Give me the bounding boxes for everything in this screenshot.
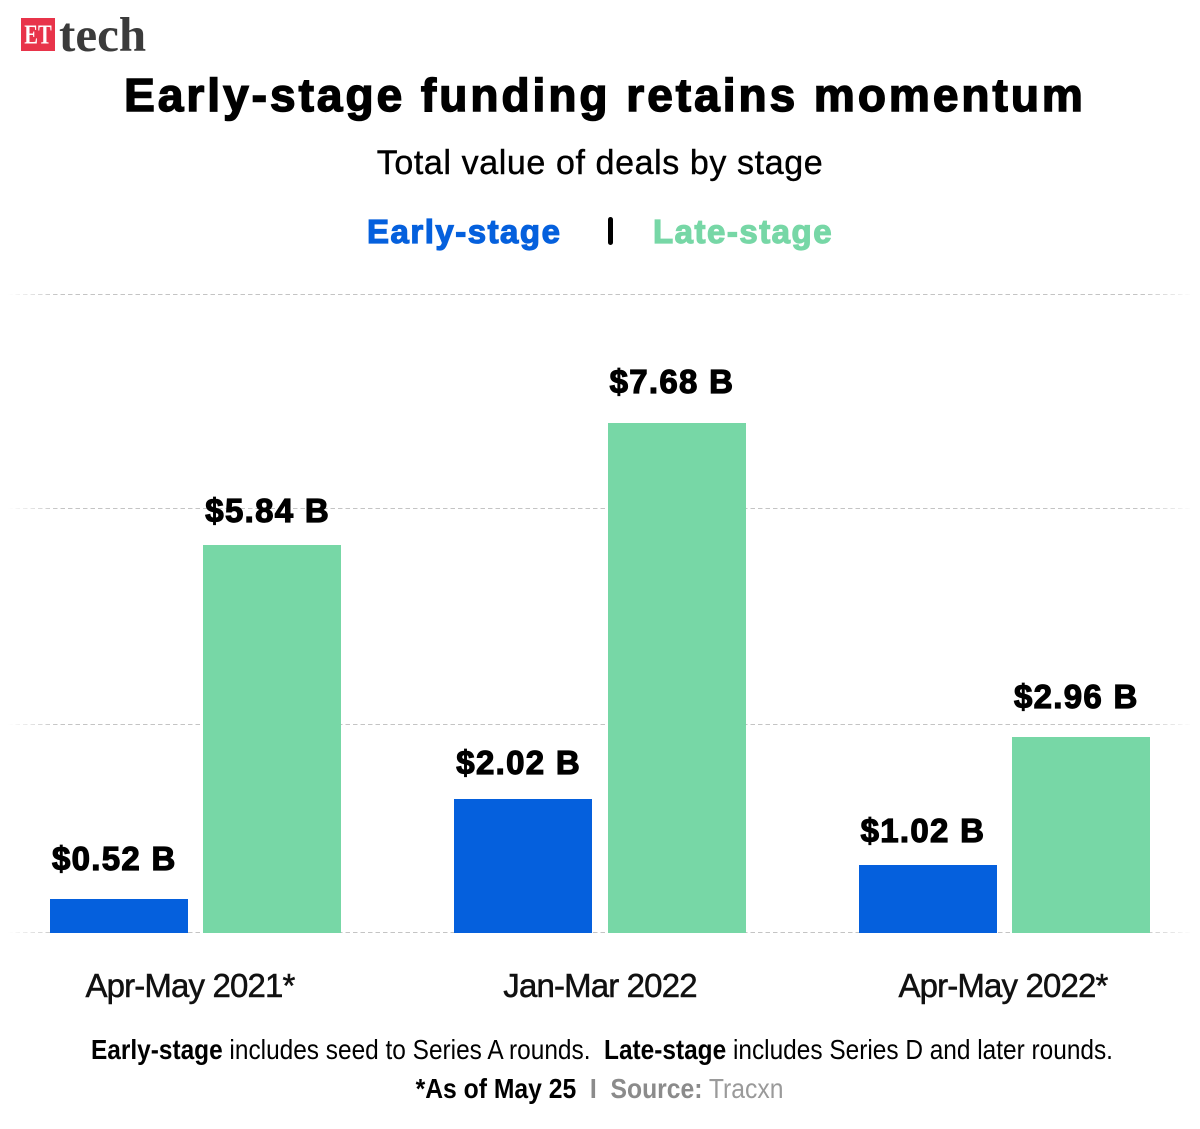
svg-text:ET: ET — [24, 19, 52, 50]
